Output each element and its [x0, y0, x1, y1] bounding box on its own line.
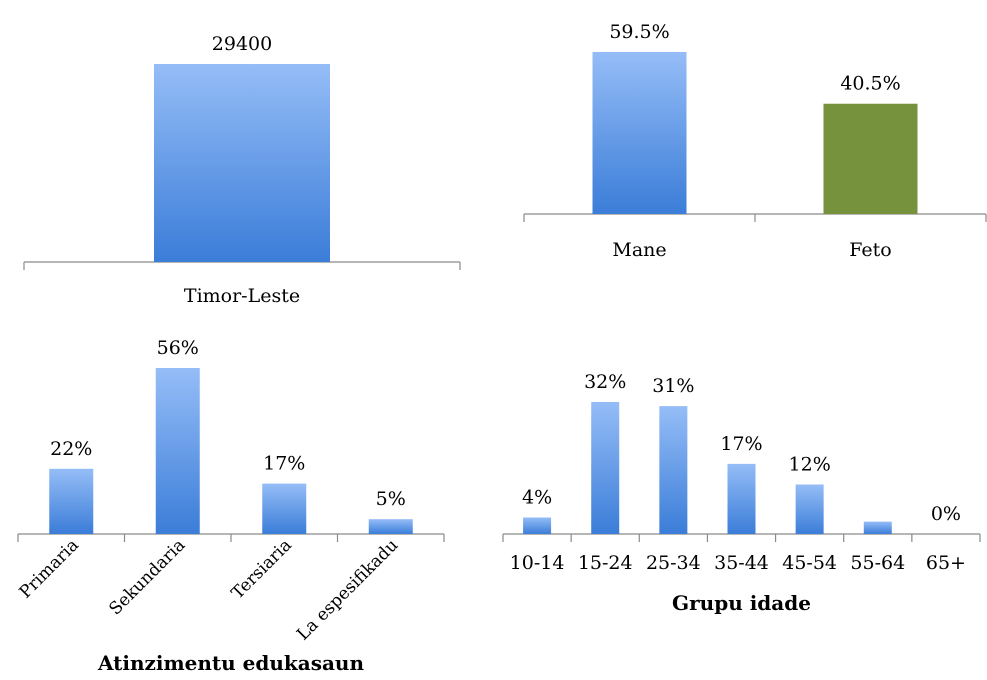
bar-tersiaria — [262, 483, 307, 534]
x-tick-label: 15-24 — [578, 552, 633, 574]
bar-mane — [592, 52, 687, 214]
x-tick-label: La espesifikadu — [293, 535, 402, 644]
x-axis-title: Grupu idade — [672, 591, 811, 615]
x-tick-label: Tersiaria — [228, 535, 296, 603]
chart-1-population: 29400 Timor-Leste — [23, 33, 461, 307]
chart-3-education: 22% Primaria 56% Sekundaria 17% Tersiaria 5% La… — [16, 337, 445, 675]
data-label: 17% — [263, 453, 305, 475]
data-label: 0% — [931, 503, 961, 525]
bar-35-44 — [727, 463, 756, 534]
bar-la-espesifikadu — [368, 519, 413, 534]
data-label: 22% — [50, 438, 92, 460]
x-tick-label: 45-54 — [782, 552, 837, 574]
data-label: 56% — [157, 337, 199, 359]
x-tick-label: Mane — [612, 239, 666, 261]
data-label: 32% — [584, 371, 626, 393]
data-label: 4% — [522, 487, 552, 509]
bar-primaria — [49, 468, 94, 534]
data-label: 17% — [720, 433, 762, 455]
x-axis-title: Atinzimentu edukasaun — [97, 651, 364, 675]
x-tick-label: 10-14 — [510, 552, 565, 574]
x-tick-label: 25-34 — [646, 552, 701, 574]
bar-45-54 — [795, 484, 824, 534]
data-label: 31% — [652, 375, 694, 397]
data-label: 29400 — [212, 33, 272, 55]
x-tick-label: 65+ — [926, 552, 966, 574]
chart-4-age-group: 4% 10-14 32% 15-24 31% 25-34 17% 35-44 12% 45-54 5… — [502, 371, 981, 615]
bar-10-14 — [523, 517, 552, 534]
x-tick-label: Sekundaria — [105, 535, 189, 619]
x-tick-label: Feto — [849, 239, 891, 261]
bar-timor-leste — [154, 64, 330, 262]
data-label: 5% — [376, 488, 406, 510]
bar-55-64 — [863, 521, 892, 534]
x-tick-label: Timor-Leste — [184, 285, 300, 307]
x-tick-label: Primaria — [16, 535, 83, 602]
data-label: 40.5% — [840, 73, 900, 95]
chart-2-sex: 59.5% Mane 40.5% Feto — [523, 21, 987, 261]
data-label: 59.5% — [609, 21, 669, 43]
bar-feto — [823, 103, 918, 214]
x-tick-label: 55-64 — [850, 552, 905, 574]
bar-25-34 — [659, 406, 688, 534]
bar-15-24 — [591, 402, 620, 534]
x-tick-label: 35-44 — [714, 552, 769, 574]
bar-sekundaria — [155, 368, 200, 534]
data-label: 12% — [789, 454, 831, 476]
